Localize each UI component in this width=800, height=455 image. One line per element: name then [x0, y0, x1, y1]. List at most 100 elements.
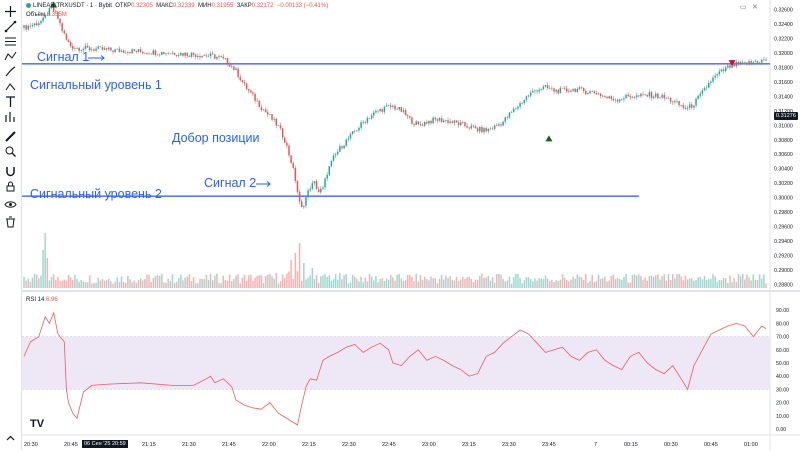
candle-body [576, 89, 579, 92]
volume-bar [462, 276, 464, 288]
volume-bar [161, 273, 163, 288]
volume-bar [394, 280, 396, 288]
pattern-icon[interactable] [4, 50, 17, 63]
volume-bar [691, 278, 693, 288]
volume-bar [178, 278, 180, 288]
volume-bar [580, 277, 583, 288]
candle-body [627, 94, 629, 97]
volume-bar [602, 278, 604, 288]
candle-body [557, 89, 559, 94]
volume-bar [633, 274, 636, 288]
volume-bar [294, 253, 297, 288]
candle-body [534, 90, 536, 92]
trend-line-icon[interactable] [4, 20, 17, 33]
ruler-icon[interactable] [4, 130, 17, 143]
volume-bar [496, 274, 498, 288]
volume-bar [63, 279, 66, 288]
fib-icon[interactable] [4, 35, 17, 48]
volume-bar [86, 282, 89, 288]
time-tick: 22:00 [262, 442, 276, 448]
volume-bar [296, 271, 299, 288]
candle-body [750, 60, 752, 63]
lock-drawing-icon[interactable] [4, 180, 17, 193]
exit-marker [728, 60, 736, 67]
crosshair-icon[interactable] [4, 5, 17, 18]
volume-bar [353, 276, 356, 288]
candle-body [281, 128, 284, 138]
volume-bar [139, 278, 142, 288]
volume-bar [551, 279, 553, 288]
volume-bar [674, 278, 676, 288]
volume-bar [459, 279, 462, 288]
chart-area[interactable]: 0.32600 0.32400 0.32200 0.32000 0.31800 0.316… [22, 0, 800, 450]
volume-bar [207, 279, 210, 288]
candle-body [498, 124, 500, 126]
volume-bar [538, 277, 540, 288]
volume-bar [167, 278, 169, 288]
volume-bar [510, 283, 513, 288]
text-icon[interactable] [4, 95, 17, 108]
candle-body [638, 95, 640, 97]
volume-bar [678, 274, 680, 288]
volume-bar [491, 277, 494, 288]
legend-symbol[interactable]: LINEAR:TRXUSDT · 1 · Bybit [33, 3, 112, 10]
chart-svg[interactable]: 0.32600 0.32400 0.32200 0.32000 0.31800 0.316… [22, 0, 800, 450]
zoom-icon[interactable] [4, 145, 17, 158]
rsi-legend[interactable]: RSI 14 6.96 [26, 297, 58, 303]
legend-high: 0.32339 [172, 3, 195, 10]
time-tick: 20:45 [64, 442, 78, 448]
price-tick: 0.31800 [774, 65, 793, 71]
candle-body [362, 122, 364, 123]
prediction-icon[interactable] [4, 80, 17, 93]
candle-body [207, 56, 210, 57]
candle-body [457, 122, 460, 126]
volume-bar [648, 276, 651, 288]
volume-bar [262, 283, 265, 288]
time-axis: 20:30 20:45 21:15 21:30 21:45 22:00 22:15 22:30… [24, 442, 758, 448]
volume-bar [131, 282, 133, 288]
volume-bar [506, 280, 509, 288]
candle-body [86, 45, 89, 48]
candle-body [684, 107, 687, 109]
candle-body [400, 107, 403, 112]
eye-icon[interactable] [4, 198, 17, 211]
volume-bar [578, 276, 581, 288]
candle-body [589, 91, 591, 94]
volume-bar [112, 283, 114, 288]
volume-bar [487, 275, 490, 288]
restore-icon[interactable]: ▭ [740, 4, 747, 11]
candle-body [642, 93, 644, 95]
candle-body [203, 55, 205, 57]
volume-bar [582, 279, 585, 288]
volume-bar [88, 275, 91, 288]
candle-body [112, 50, 114, 52]
time-tick: 01:00 [744, 442, 758, 448]
candle-body [190, 52, 193, 57]
measure-icon[interactable] [4, 110, 17, 123]
annotation-add-position: Добор позиции [172, 131, 260, 145]
brush-icon[interactable] [4, 65, 17, 78]
volume-bar [235, 275, 237, 288]
candle-body [523, 99, 526, 103]
candle-body [710, 81, 712, 83]
volume-bar [180, 274, 182, 288]
close-icon[interactable]: ✕ [752, 4, 758, 11]
candle-body [243, 81, 246, 84]
candle-body [459, 122, 462, 126]
candle-body [659, 97, 661, 99]
collapse-icon[interactable] [4, 432, 17, 445]
volume-legend[interactable]: Объём 8.355M [26, 12, 67, 18]
volume-bar [381, 278, 384, 288]
volume-bar [31, 277, 34, 288]
volume-bar [76, 279, 78, 288]
candle-body [211, 53, 214, 55]
delete-icon[interactable] [4, 215, 17, 228]
volume-bar [392, 277, 394, 288]
magnet-icon[interactable] [4, 165, 17, 178]
volume-bar [311, 268, 314, 288]
volume-bar [144, 279, 146, 288]
candle-body [186, 52, 188, 56]
volume-bar [409, 274, 411, 288]
volume-bar [724, 278, 727, 288]
candle-body [517, 106, 519, 109]
